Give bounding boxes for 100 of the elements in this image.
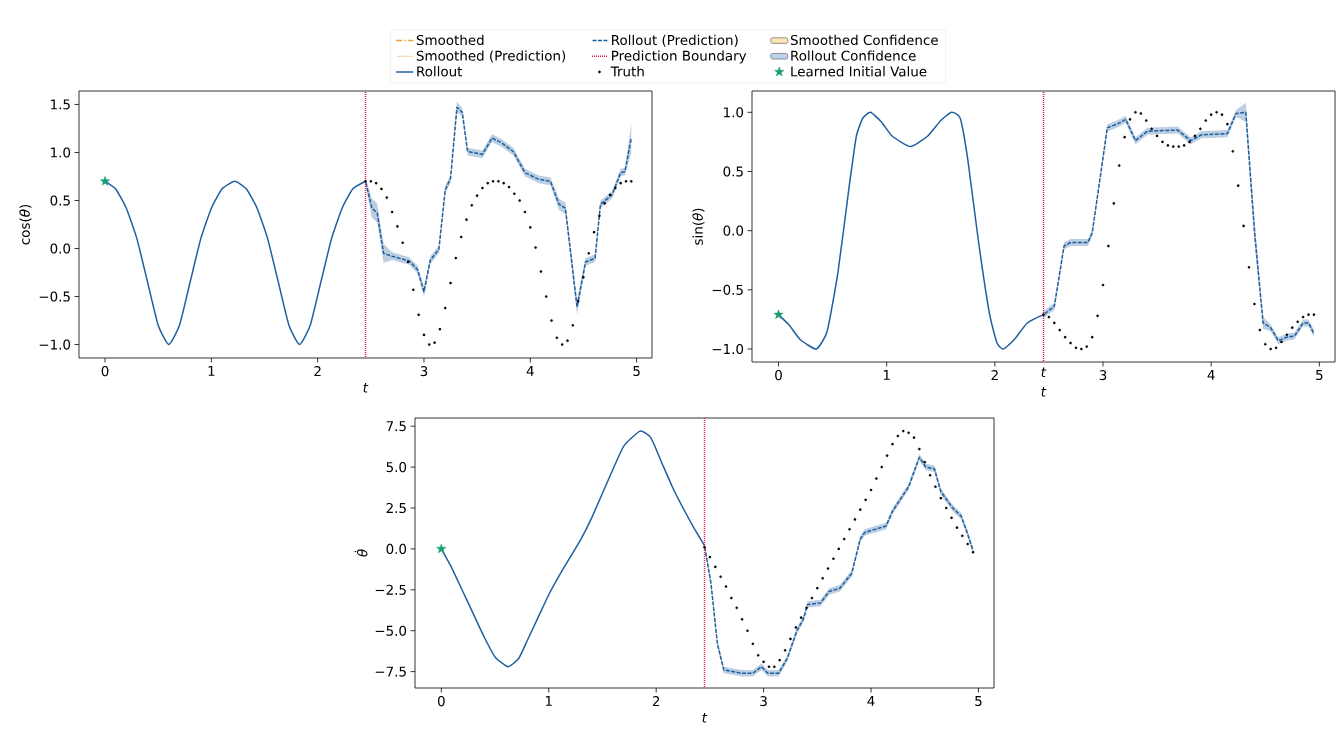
- x-tick-label: 2: [652, 696, 660, 706]
- point: [401, 241, 405, 245]
- point: [374, 181, 378, 185]
- point: [1117, 164, 1121, 167]
- point: [1166, 144, 1170, 147]
- point: [1139, 112, 1143, 115]
- point: [1074, 346, 1078, 350]
- point: [1312, 313, 1316, 316]
- point: [858, 508, 862, 511]
- legend-label: Rollout (Prediction): [612, 34, 738, 47]
- point: [939, 496, 943, 500]
- point: [901, 429, 905, 433]
- point: [1301, 315, 1305, 319]
- point: [1242, 224, 1245, 228]
- point: [422, 333, 426, 337]
- point: [1274, 346, 1278, 350]
- x-tick-label: 0: [437, 696, 445, 707]
- point: [1155, 134, 1159, 138]
- point: [1085, 345, 1089, 348]
- point: [443, 306, 447, 310]
- legend-label: Smoothed Confidence: [790, 34, 938, 46]
- point: [433, 341, 436, 344]
- point: [923, 460, 927, 464]
- point: [598, 214, 601, 218]
- point: [971, 550, 975, 554]
- y-tick-label: 0.5: [50, 195, 70, 206]
- point: [724, 585, 728, 588]
- point: [364, 179, 367, 183]
- point: [773, 665, 776, 669]
- point: [502, 181, 505, 185]
- point: [566, 339, 569, 343]
- point: [587, 252, 591, 255]
- y-tick-label: −7.5: [375, 666, 406, 677]
- point: [1307, 313, 1310, 316]
- point: [950, 516, 953, 520]
- point: [486, 181, 490, 185]
- point: [891, 442, 894, 446]
- point: [427, 343, 431, 346]
- point: [608, 193, 612, 197]
- x-axis-title: t: [1041, 387, 1047, 397]
- point: [614, 186, 617, 190]
- point: [459, 235, 463, 239]
- point: [534, 246, 537, 249]
- point: [751, 642, 755, 646]
- y-tick-label: 0.0: [386, 543, 407, 554]
- point: [928, 473, 932, 477]
- point: [864, 498, 867, 502]
- point: [944, 506, 948, 510]
- point: [481, 186, 484, 190]
- point: [966, 542, 969, 546]
- point: [885, 454, 889, 457]
- point: [918, 447, 921, 451]
- x-tick-label: 2: [991, 370, 998, 381]
- point: [816, 586, 819, 590]
- point: [576, 300, 580, 303]
- x-tick-label: 1: [208, 366, 215, 376]
- x-axis-title: t: [363, 383, 369, 393]
- x-tick-label: 0: [775, 370, 782, 381]
- point: [603, 202, 606, 205]
- point: [1177, 145, 1181, 148]
- point: [708, 555, 712, 559]
- x-tick-label: 4: [1207, 370, 1215, 380]
- point: [507, 185, 511, 189]
- x-tick-label: 3: [760, 696, 767, 707]
- point: [470, 204, 474, 207]
- point: [912, 436, 916, 439]
- point: [955, 526, 959, 529]
- point: [406, 260, 410, 264]
- point: [465, 218, 468, 221]
- y-axis-title: cos(θ): [19, 204, 32, 245]
- point: [624, 179, 628, 183]
- x-tick-label: 5: [975, 696, 982, 707]
- point: [703, 545, 706, 549]
- text: t: [1041, 367, 1047, 377]
- point: [746, 629, 749, 633]
- point: [497, 179, 500, 183]
- legend-label: Smoothed: [416, 34, 484, 46]
- legend-label: Smoothed (Prediction): [416, 50, 566, 63]
- point: [1226, 122, 1229, 126]
- point: [773, 309, 784, 319]
- point: [810, 596, 814, 600]
- point: [1063, 335, 1067, 339]
- point: [1090, 335, 1094, 339]
- y-tick-label: 2.5: [386, 502, 406, 514]
- point: [821, 577, 824, 580]
- point: [1199, 127, 1202, 131]
- point: [740, 617, 744, 621]
- point: [438, 327, 442, 331]
- point: [369, 179, 373, 183]
- point: [550, 319, 553, 322]
- point: [385, 196, 389, 199]
- point: [719, 575, 722, 579]
- point: [523, 210, 527, 214]
- point: [390, 210, 394, 214]
- point: [1107, 244, 1110, 248]
- point: [571, 324, 575, 327]
- x-tick-label: 1: [545, 696, 552, 706]
- x-tick-label: 3: [1099, 370, 1107, 381]
- point: [1058, 328, 1062, 332]
- point: [1134, 111, 1137, 114]
